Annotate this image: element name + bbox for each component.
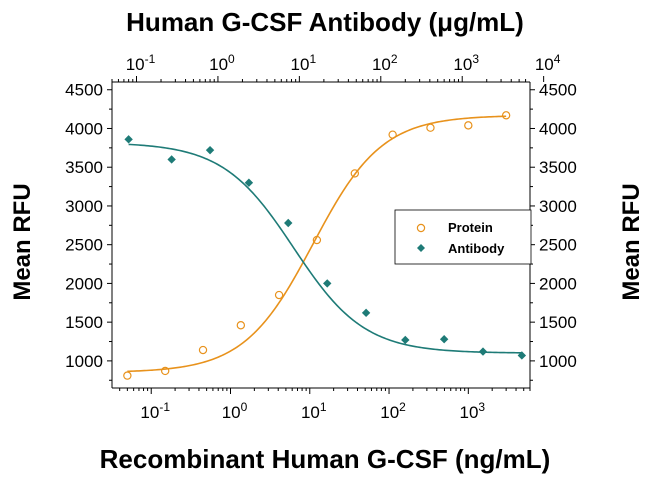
x-tick-label-bottom: 101: [301, 400, 327, 422]
x-tick-label-bottom: 103: [460, 400, 486, 422]
antibody-point: [401, 335, 410, 345]
legend-box: [394, 209, 532, 265]
y-tick-label-left: 4500: [65, 81, 103, 100]
antibody-point: [205, 145, 215, 155]
x-tick-label-top: 102: [372, 52, 398, 74]
antibody-point: [478, 347, 488, 356]
y-axis-label-right: Mean RFU: [618, 183, 645, 300]
x-tick-label-top: 103: [453, 52, 479, 74]
x-tick-label-bottom: 102: [380, 400, 406, 422]
protein-point: [464, 121, 473, 130]
antibody-point: [517, 351, 527, 360]
protein-point: [160, 366, 170, 376]
x-tick-label-top: 100: [209, 52, 235, 74]
protein-point: [123, 371, 132, 380]
y-tick-label-right: 3500: [539, 158, 577, 177]
y-tick-label-right: 2000: [539, 274, 577, 293]
protein-point: [350, 169, 360, 178]
antibody-point: [284, 218, 293, 228]
protein-point: [388, 130, 397, 139]
x-tick-label-bottom: 100: [222, 400, 248, 422]
antibody-fit-curve: [128, 143, 522, 354]
antibody-point: [361, 308, 371, 318]
protein-point: [312, 235, 322, 245]
protein-point: [501, 111, 511, 120]
protein-point: [274, 290, 284, 300]
y-tick-label-left: 1000: [65, 352, 103, 371]
y-tick-label-right: 4500: [539, 81, 577, 100]
antibody-point: [124, 135, 133, 144]
protein-point: [236, 321, 246, 330]
legend-protein-marker: [416, 223, 426, 233]
antibody-point: [439, 334, 449, 344]
y-tick-label-right: 2500: [539, 236, 577, 255]
legend: Protein Antibody: [394, 209, 532, 265]
y-tick-label-right: 4000: [539, 119, 577, 138]
y-tick-label-left: 2500: [65, 236, 103, 255]
x-tick-label-top: 10-1: [126, 52, 156, 74]
x-tick-label-top: 104: [535, 52, 561, 74]
antibody-point: [244, 178, 254, 187]
legend-protein-label: Protein: [448, 220, 493, 235]
protein-point: [198, 345, 208, 355]
y-tick-label-right: 1000: [539, 352, 577, 371]
chart-top-title: Human G-CSF Antibody (μg/mL): [126, 7, 524, 37]
y-tick-label-left: 4000: [65, 119, 103, 138]
y-tick-label-left: 1500: [65, 313, 103, 332]
x-tick-label-top: 101: [291, 52, 317, 74]
antibody-point: [323, 279, 332, 288]
y-tick-label-left: 2000: [65, 274, 103, 293]
protein-point: [426, 123, 435, 132]
y-tick-label-right: 1500: [539, 313, 577, 332]
legend-antibody-label: Antibody: [448, 241, 505, 256]
legend-antibody-marker: [417, 244, 425, 252]
y-tick-label-left: 3000: [65, 197, 103, 216]
y-axis-label-left: Mean RFU: [9, 183, 36, 300]
antibody-point: [167, 155, 176, 164]
data-points: [123, 111, 527, 380]
y-tick-label-right: 3000: [539, 197, 577, 216]
y-tick-label-left: 3500: [65, 158, 103, 177]
x-axis-label: Recombinant Human G-CSF (ng/mL): [100, 444, 551, 474]
x-tick-label-bottom: 10-1: [140, 400, 170, 422]
axes-group: 1000 1000 1500 1500 2000 2000 2500 2500 3000 3000…: [65, 52, 577, 422]
